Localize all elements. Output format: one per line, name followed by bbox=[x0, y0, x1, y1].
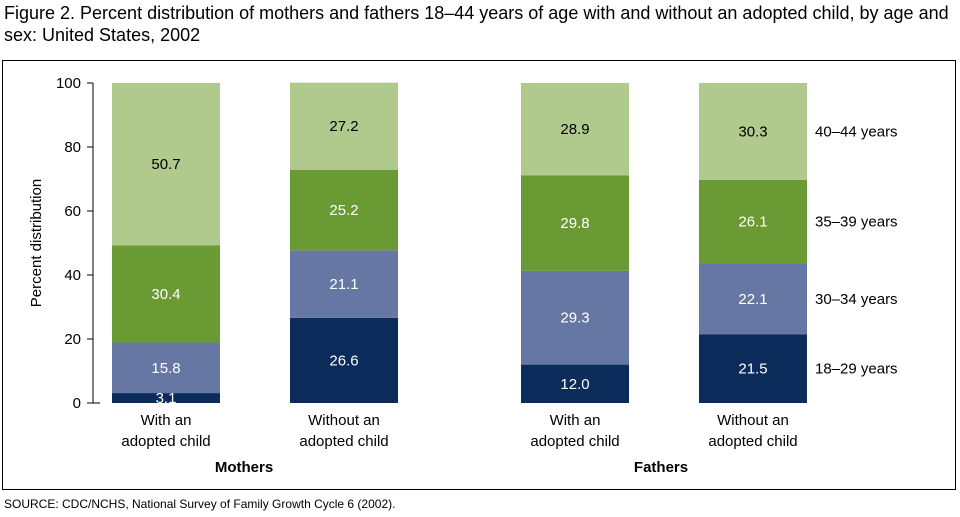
data-label: 29.8 bbox=[560, 215, 589, 232]
data-label: 28.9 bbox=[560, 121, 589, 138]
group-label: Mothers bbox=[215, 459, 273, 476]
legend-entry: 18–29 years bbox=[815, 361, 898, 378]
category-label: adopted child bbox=[121, 433, 210, 450]
figure-title: Figure 2. Percent distribution of mother… bbox=[4, 3, 949, 45]
legend: 18–29 years 30–34 years 35–39 years 40–44 y… bbox=[815, 123, 898, 377]
y-tick-label: 0 bbox=[73, 395, 81, 412]
bar-segment bbox=[290, 169, 398, 251]
data-label: 21.5 bbox=[738, 361, 767, 378]
category-label: Without an bbox=[717, 412, 789, 429]
y-tick-label: 20 bbox=[64, 331, 81, 348]
data-labels: 3.1 15.8 30.4 50.7 26.6 21.1 25.2 27.2 12.0 29.3 2… bbox=[151, 118, 767, 407]
category-label: With an bbox=[141, 412, 192, 429]
bar-segment bbox=[699, 179, 807, 264]
data-label: 26.6 bbox=[329, 352, 358, 369]
axes: 0 20 40 60 80 100 Percent distribution With an a… bbox=[28, 75, 798, 476]
data-label: 21.1 bbox=[329, 276, 358, 293]
bar-segment bbox=[290, 250, 398, 318]
data-label: 3.1 bbox=[156, 390, 177, 407]
bar-segment bbox=[112, 342, 220, 394]
legend-entry: 30–34 years bbox=[815, 291, 898, 308]
bar-segment bbox=[699, 334, 807, 403]
stacked-bar-chart: 0 20 40 60 80 100 Percent distribution With an a… bbox=[28, 75, 898, 476]
data-label: 27.2 bbox=[329, 118, 358, 135]
data-label: 15.8 bbox=[151, 360, 180, 377]
data-label: 30.4 bbox=[151, 286, 180, 303]
bar-segment bbox=[521, 83, 629, 176]
bar-segment bbox=[521, 364, 629, 403]
bar-segment bbox=[521, 270, 629, 365]
bar-segment bbox=[699, 263, 807, 335]
data-label: 22.1 bbox=[738, 291, 767, 308]
bar-segment bbox=[290, 82, 398, 170]
data-label: 25.2 bbox=[329, 202, 358, 219]
y-tick-label: 100 bbox=[56, 75, 81, 92]
bar-segment bbox=[112, 393, 220, 403]
y-tick-label: 40 bbox=[64, 267, 81, 284]
y-axis-label: Percent distribution bbox=[28, 179, 45, 307]
category-label: adopted child bbox=[708, 433, 797, 450]
data-label: 12.0 bbox=[560, 376, 589, 393]
bar-segment bbox=[112, 245, 220, 343]
legend-entry: 35–39 years bbox=[815, 214, 898, 231]
group-label: Fathers bbox=[634, 459, 688, 476]
chart-frame: 0 20 40 60 80 100 Percent distribution With an a… bbox=[2, 60, 956, 490]
y-tick-label: 80 bbox=[64, 139, 81, 156]
bar-segment bbox=[521, 175, 629, 271]
y-tick-label: 60 bbox=[64, 203, 81, 220]
category-label: adopted child bbox=[299, 433, 388, 450]
data-label: 30.3 bbox=[738, 123, 767, 140]
bar-segment bbox=[699, 83, 807, 180]
bar-segment bbox=[290, 317, 398, 403]
category-label: adopted child bbox=[530, 433, 619, 450]
bar-segment bbox=[112, 83, 220, 246]
data-label: 29.3 bbox=[560, 310, 589, 327]
source-note: SOURCE: CDC/NCHS, National Survey of Fam… bbox=[4, 497, 396, 511]
category-label: With an bbox=[550, 412, 601, 429]
category-label: Without an bbox=[308, 412, 380, 429]
bars bbox=[112, 82, 807, 403]
data-label: 26.1 bbox=[738, 214, 767, 231]
data-label: 50.7 bbox=[151, 156, 180, 173]
legend-entry: 40–44 years bbox=[815, 123, 898, 140]
